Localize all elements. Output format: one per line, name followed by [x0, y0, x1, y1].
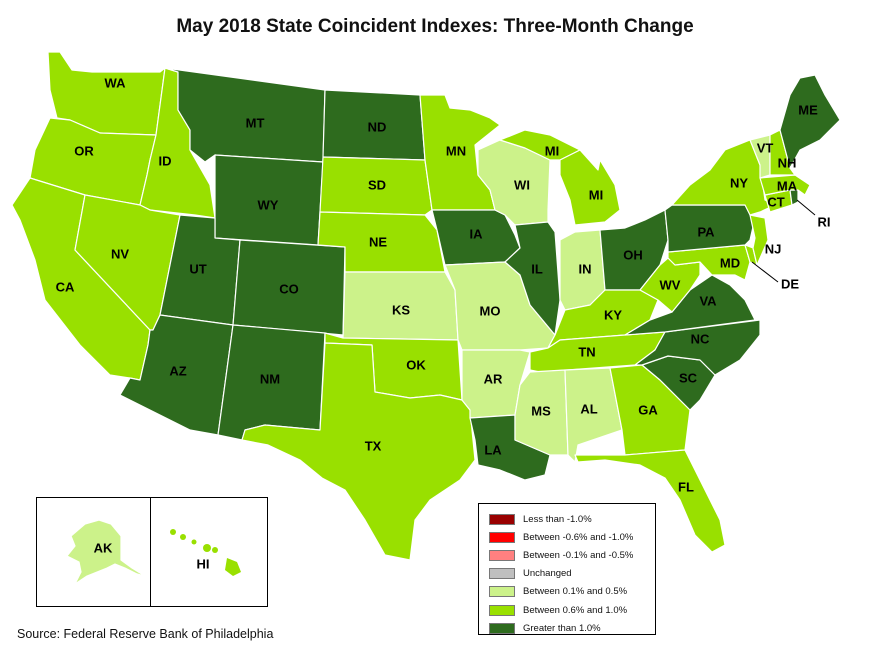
label-ar: AR — [484, 371, 503, 386]
label-or: OR — [74, 143, 94, 158]
label-wa: WA — [105, 75, 127, 90]
label-tn: TN — [578, 344, 595, 359]
label-co: CO — [279, 281, 299, 296]
label-ct: CT — [767, 194, 784, 209]
label-ca: CA — [56, 279, 75, 294]
label-mi-upper: MI — [545, 143, 559, 158]
state-nj[interactable] — [749, 214, 769, 266]
state-ak[interactable] — [66, 519, 146, 585]
state-tx[interactable] — [241, 342, 476, 561]
de-leader-line — [751, 261, 779, 283]
legend-item: Between -0.1% and -0.5% — [489, 546, 655, 564]
label-tx: TX — [365, 438, 382, 453]
inset-divider — [150, 498, 151, 606]
label-fl: FL — [678, 479, 694, 494]
label-mi-lower: MI — [589, 187, 603, 202]
label-me: ME — [798, 102, 818, 117]
label-al: AL — [580, 401, 597, 416]
state-hi[interactable] — [170, 529, 241, 576]
state-me[interactable] — [779, 74, 841, 169]
legend-swatch — [489, 568, 515, 580]
label-ne: NE — [369, 234, 387, 249]
legend-swatch — [489, 513, 515, 525]
legend-swatch — [489, 604, 515, 616]
legend-item: Between -0.6% and -1.0% — [489, 528, 655, 546]
label-ok: OK — [406, 357, 426, 372]
legend-label: Unchanged — [523, 568, 572, 580]
state-va[interactable] — [624, 274, 756, 336]
legend-label: Between -0.1% and -0.5% — [523, 549, 634, 561]
state-wv[interactable] — [639, 257, 701, 313]
label-la: LA — [484, 442, 502, 457]
label-nm: NM — [260, 371, 280, 386]
state-sd[interactable] — [319, 156, 433, 216]
label-ga: GA — [638, 402, 658, 417]
label-id: ID — [159, 153, 172, 168]
label-hi: HI — [197, 556, 210, 571]
label-nj: NJ — [765, 241, 782, 256]
ri-leader-line — [796, 199, 816, 216]
legend-label: Less than -1.0% — [523, 513, 592, 525]
legend-rows: Less than -1.0% Between -0.6% and -1.0% Be… — [489, 510, 655, 637]
state-mi-lower[interactable] — [559, 149, 621, 226]
legend-item: Unchanged — [489, 565, 655, 583]
inset-map: AK HI — [66, 519, 241, 585]
legend-swatch — [489, 531, 515, 543]
state-fl[interactable] — [574, 449, 726, 553]
label-az: AZ — [169, 363, 186, 378]
label-de: DE — [781, 276, 799, 291]
label-nv: NV — [111, 246, 129, 261]
label-wi: WI — [514, 177, 530, 192]
legend-swatch — [489, 549, 515, 561]
label-sd: SD — [368, 177, 386, 192]
label-nh: NH — [778, 155, 797, 170]
legend-swatch — [489, 622, 515, 634]
legend-label: Between -0.6% and -1.0% — [523, 531, 634, 543]
state-ma[interactable] — [759, 174, 811, 196]
legend-item: Between 0.1% and 0.5% — [489, 583, 655, 601]
state-labels: WA OR CA ID NV MT WY UT AZ CO NM ND SD N… — [56, 75, 831, 494]
label-vt: VT — [757, 140, 774, 155]
label-wv: WV — [660, 277, 681, 292]
legend-item: Greater than 1.0% — [489, 619, 655, 637]
legend: Less than -1.0% Between -0.6% and -1.0% Be… — [478, 503, 656, 635]
label-nc: NC — [691, 331, 710, 346]
label-oh: OH — [623, 247, 643, 262]
label-ny: NY — [730, 175, 748, 190]
label-wy: WY — [258, 197, 279, 212]
label-mo: MO — [480, 303, 501, 318]
label-ia: IA — [470, 226, 484, 241]
label-ky: KY — [604, 307, 622, 322]
label-ut: UT — [189, 261, 206, 276]
state-il[interactable] — [504, 221, 561, 336]
label-in: IN — [579, 261, 592, 276]
label-mn: MN — [446, 143, 466, 158]
map-title: May 2018 State Coincident Indexes: Three… — [176, 16, 694, 37]
label-mt: MT — [246, 115, 265, 130]
label-ks: KS — [392, 302, 410, 317]
label-pa: PA — [697, 224, 715, 239]
label-ak: AK — [94, 540, 113, 555]
label-ri: RI — [818, 214, 831, 229]
legend-label: Between 0.6% and 1.0% — [523, 604, 628, 616]
legend-swatch — [489, 586, 515, 598]
label-nd: ND — [368, 119, 387, 134]
state-vt[interactable] — [749, 134, 771, 179]
state-nc[interactable] — [634, 319, 761, 376]
label-ma: MA — [777, 178, 798, 193]
label-va: VA — [699, 293, 717, 308]
legend-item: Between 0.6% and 1.0% — [489, 601, 655, 619]
label-md: MD — [720, 255, 740, 270]
inset-box: AK HI — [36, 497, 268, 607]
label-il: IL — [531, 261, 543, 276]
label-leader-lines — [751, 199, 816, 283]
legend-item: Less than -1.0% — [489, 510, 655, 528]
source-note: Source: Federal Reserve Bank of Philadel… — [17, 627, 274, 641]
legend-label: Greater than 1.0% — [523, 622, 601, 634]
legend-label: Between 0.1% and 0.5% — [523, 586, 628, 598]
label-ms: MS — [531, 403, 551, 418]
label-sc: SC — [679, 370, 698, 385]
